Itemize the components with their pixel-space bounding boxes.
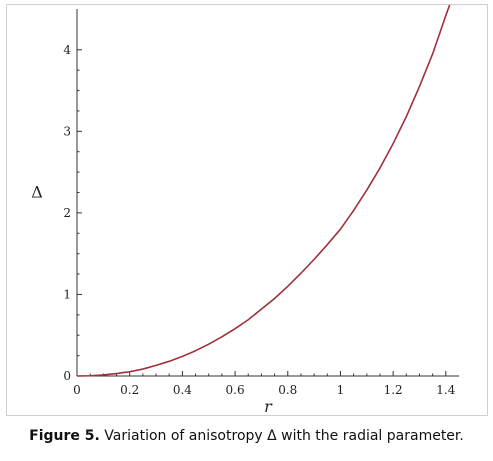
x-axis-label: r [264,397,273,415]
y-axis-label: Δ [31,183,43,202]
x-tick-label: 1.4 [436,383,455,397]
x-tick-label: 0.6 [226,383,245,397]
figure-frame: 0 0.2 0.4 0.6 0.8 1 1.2 1.4 0 1 2 3 4 r Δ [6,4,488,416]
x-tick-label: 0.8 [278,383,297,397]
line-chart: 0 0.2 0.4 0.6 0.8 1 1.2 1.4 0 1 2 3 4 r Δ [31,5,459,415]
y-axis-ticks: 0 1 2 3 4 [63,43,82,383]
series-group [76,5,451,377]
series-line-1 [76,5,451,377]
x-tick-label: 1.2 [384,383,403,397]
x-tick-label: 0.4 [173,383,192,397]
x-tick-label: 0 [73,383,81,397]
y-tick-label: 1 [63,287,71,301]
figure-caption: Figure 5. Variation of anisotropy Δ with… [0,428,493,444]
caption-label: Figure 5. [29,428,100,444]
chart-axes [76,9,459,377]
y-tick-label: 2 [63,206,71,220]
y-tick-label: 0 [63,369,71,383]
caption-text: Variation of anisotropy Δ with the radia… [99,428,464,444]
x-tick-label: 0.2 [120,383,139,397]
x-axis-ticks: 0 0.2 0.4 0.6 0.8 1 1.2 1.4 [73,371,456,397]
x-tick-label: 1 [337,383,345,397]
y-tick-label: 3 [63,124,71,138]
y-tick-label: 4 [63,43,71,57]
